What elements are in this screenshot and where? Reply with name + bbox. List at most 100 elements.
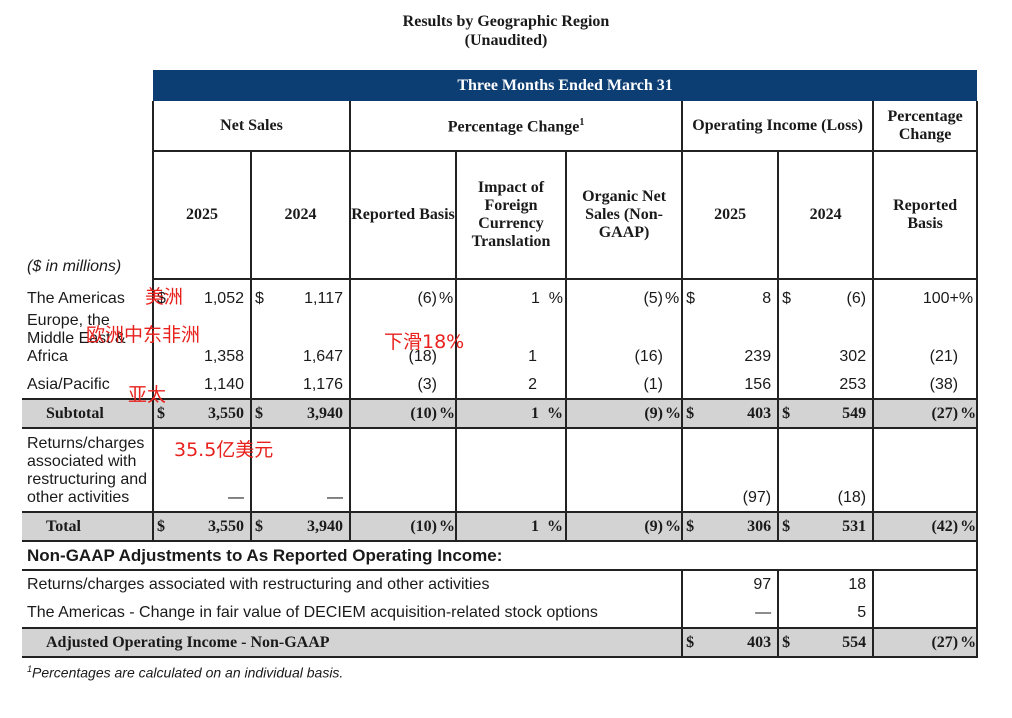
cell: 1,140	[203, 376, 244, 393]
cell: 18	[800, 570, 875, 599]
cell: 1 %	[455, 279, 567, 308]
report-subtitle: (Unaudited)	[464, 32, 548, 49]
annotation-emea: 欧洲中东非洲	[86, 324, 201, 346]
cell: 1,176	[275, 370, 351, 399]
row-label: Subtotal	[22, 398, 153, 429]
row-label: Europe, the Middle East & Africa	[27, 312, 126, 365]
row-label: The Americas	[27, 290, 125, 307]
cell: 1,647	[275, 308, 351, 370]
table-row: Asia/Pacific 1,140 1,176 (3) 2 (1) 156 2…	[22, 370, 979, 399]
pct-sign: %	[665, 279, 684, 308]
cell: 302	[800, 308, 875, 370]
cell: (1)	[643, 376, 663, 393]
row-label: Adjusted Operating Income - Non-GAAP	[22, 627, 684, 658]
pct-sign: %	[960, 398, 979, 429]
footnote: 1Percentages are calculated on an indivi…	[27, 664, 344, 681]
period-header: Three Months Ended March 31	[153, 70, 978, 101]
table-row: Europe, the Middle East & Africa 1,358 1…	[22, 308, 979, 370]
net-sales-header: Net Sales	[152, 101, 351, 152]
table-row: The Americas $ 1,052 $ 1,117 (6) % 1 % (…	[22, 279, 979, 308]
oi-2025-header: 2025	[681, 151, 780, 280]
cell: 2	[455, 370, 567, 399]
cell: 403	[705, 398, 780, 429]
organic-header: Organic Net Sales (Non-GAAP)	[564, 151, 684, 280]
annotation-apac: 亚太	[128, 384, 167, 406]
cell: (9)	[566, 398, 665, 429]
units-label: ($ in millions)	[27, 258, 122, 275]
row-label: The Americas - Change in fair value of D…	[27, 604, 598, 621]
pct-sign: %	[439, 511, 456, 542]
oi-2024-header: 2024	[777, 151, 875, 280]
adjusted-row: Adjusted Operating Income - Non-GAAP $ 4…	[22, 627, 979, 658]
cell: (9)	[566, 511, 665, 542]
cell: (3)	[417, 376, 437, 393]
cell: (10)	[350, 398, 439, 429]
pct-change-2-header: Percentage Change	[872, 101, 979, 152]
results-table: Three Months Ended March 31 Net Sales Pe…	[22, 70, 979, 658]
cell: 554	[800, 627, 875, 658]
cell: 531	[800, 511, 875, 542]
cell: 8	[705, 279, 780, 308]
dollar-sign: $	[152, 279, 177, 308]
nongaap-heading-row: Non-GAAP Adjustments to As Reported Oper…	[22, 540, 979, 571]
cell: 549	[800, 398, 875, 429]
cell: (21)	[929, 348, 959, 365]
table-row: Returns/charges associated with restruct…	[22, 428, 979, 512]
ns-2024-header: 2024	[250, 151, 351, 280]
reported-basis-2-header: Reported Basis	[872, 151, 979, 280]
cell: (18)	[800, 428, 875, 512]
cell: (42)	[873, 511, 961, 542]
cell: —	[705, 599, 780, 628]
cell: 97	[705, 570, 780, 599]
dollar-sign: $	[682, 511, 706, 542]
pct-sign: %	[960, 511, 979, 542]
operating-income-header: Operating Income (Loss)	[681, 101, 875, 152]
cell: (6)	[800, 279, 875, 308]
dollar-sign: $	[152, 398, 177, 429]
cell: (27)	[873, 627, 961, 658]
cell: 1 %	[455, 511, 567, 542]
pct-sign: %	[665, 398, 684, 429]
dollar-sign: $	[778, 627, 801, 658]
dollar-sign: $	[778, 398, 801, 429]
row-label: Returns/charges associated with restruct…	[27, 435, 148, 506]
cell: 156	[705, 370, 780, 399]
cell: 1,117	[275, 279, 351, 308]
row-label: Asia/Pacific	[27, 376, 110, 393]
cell: 239	[705, 308, 780, 370]
nongaap-heading: Non-GAAP Adjustments to As Reported Oper…	[22, 540, 979, 571]
cell: (27)	[873, 398, 961, 429]
cell: (10)	[350, 511, 439, 542]
subtotal-row: Subtotal $ 3,550 $ 3,940 (10) % 1 % (9) …	[22, 398, 979, 429]
reported-basis-header: Reported Basis	[349, 151, 457, 280]
cell: 306	[705, 511, 780, 542]
cell: 3,550	[177, 398, 251, 429]
pct-sign: %	[665, 511, 684, 542]
cell: 5	[800, 599, 875, 628]
row-label: Total	[22, 511, 153, 542]
row-label: Returns/charges associated with restruct…	[27, 576, 490, 593]
dollar-sign: $	[250, 511, 275, 542]
ns-2025-header: 2025	[152, 151, 252, 280]
fx-impact-header: Impact of Foreign Currency Translation	[455, 151, 567, 280]
cell: —	[228, 489, 244, 506]
cell: 1,358	[203, 348, 244, 365]
annotation-americas: 美洲	[145, 286, 184, 308]
pct-sign: %	[960, 627, 979, 658]
pct-sign: %	[439, 290, 454, 307]
cell: (18)	[408, 348, 437, 365]
dollar-sign: $	[250, 398, 275, 429]
dollar-sign: $	[778, 511, 801, 542]
cell: 1	[455, 308, 567, 370]
cell: (38)	[929, 376, 959, 393]
cell: 1,052	[203, 290, 244, 307]
cell: (16)	[634, 348, 663, 365]
dollar-sign: $	[682, 627, 706, 658]
dollar-sign: $	[682, 398, 706, 429]
dollar-sign: $	[782, 290, 792, 307]
annotation-decline: 下滑18%	[384, 331, 465, 353]
pct-sign: %	[439, 398, 456, 429]
total-row: Total $ 3,550 $ 3,940 (10) % 1 % (9) % $…	[22, 511, 979, 542]
cell: 253	[800, 370, 875, 399]
pct-change-header: Percentage Change1	[348, 101, 684, 152]
